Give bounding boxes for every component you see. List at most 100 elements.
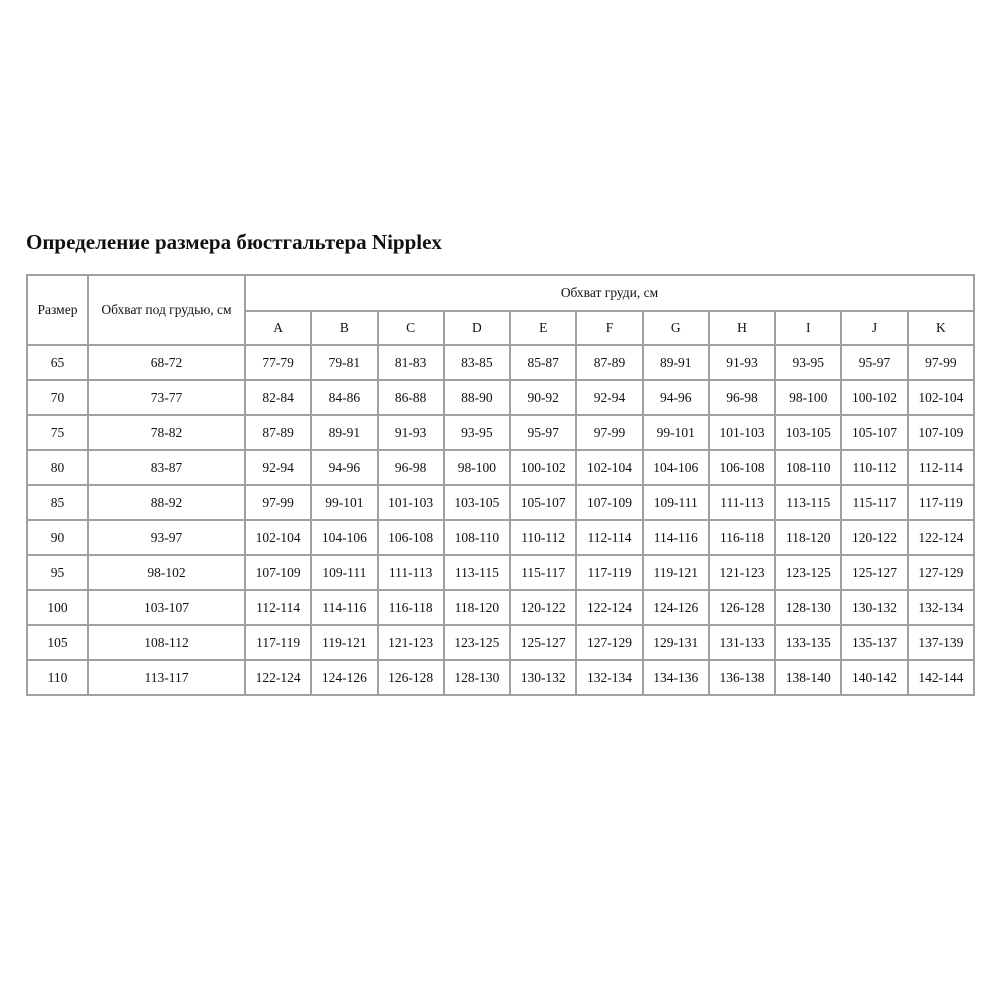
bust-cell: 94-96	[641, 379, 710, 416]
bust-cell: 98-100	[442, 449, 512, 486]
bust-cell: 100-102	[509, 449, 578, 486]
header-cup: E	[509, 310, 578, 346]
bust-cell: 77-79	[243, 344, 313, 381]
bust-cell: 101-103	[376, 484, 445, 521]
bust-cell: 105-107	[509, 484, 578, 521]
bust-cell: 83-85	[442, 344, 512, 381]
bust-cell: 124-126	[641, 589, 710, 626]
underbust-cell: 78-82	[87, 414, 246, 451]
bust-cell: 121-123	[376, 624, 445, 661]
bust-cell: 110-112	[509, 519, 578, 556]
bust-cell: 101-103	[707, 414, 777, 451]
header-cup: D	[442, 310, 512, 346]
bust-cell: 138-140	[774, 659, 843, 696]
bust-cell: 142-144	[906, 659, 976, 696]
underbust-cell: 68-72	[87, 344, 246, 381]
bust-cell: 135-137	[840, 624, 909, 661]
bust-cell: 117-119	[906, 484, 976, 521]
bust-cell: 113-115	[774, 484, 843, 521]
table-row: 70 73-77 82-84 84-86 86-88 88-90 90-92 92-94 94-…	[26, 379, 976, 416]
underbust-cell: 88-92	[87, 484, 246, 521]
bust-cell: 89-91	[641, 344, 710, 381]
bust-cell: 130-132	[840, 589, 909, 626]
bust-cell: 128-130	[442, 659, 512, 696]
bust-cell: 133-135	[774, 624, 843, 661]
header-cup: I	[774, 310, 843, 346]
bust-cell: 134-136	[641, 659, 710, 696]
bust-cell: 86-88	[376, 379, 445, 416]
bust-cell: 94-96	[310, 449, 379, 486]
bust-cell: 98-100	[774, 379, 843, 416]
bust-cell: 84-86	[310, 379, 379, 416]
table-row: 110 113-117 122-124 124-126 126-128 128-130 13…	[26, 659, 976, 696]
bust-cell: 110-112	[840, 449, 909, 486]
bust-cell: 116-118	[707, 519, 777, 556]
header-bust: Обхват груди, см	[244, 274, 975, 312]
bust-cell: 88-90	[442, 379, 512, 416]
size-cell: 90	[26, 519, 89, 556]
bust-cell: 105-107	[840, 414, 909, 451]
bust-cell: 126-128	[376, 659, 445, 696]
header-cup: K	[906, 310, 976, 346]
bust-cell: 115-117	[840, 484, 909, 521]
bust-cell: 97-99	[243, 484, 313, 521]
size-cell: 65	[26, 344, 89, 381]
bust-cell: 107-109	[906, 414, 976, 451]
bust-cell: 123-125	[442, 624, 512, 661]
bust-cell: 123-125	[774, 554, 843, 591]
bust-cell: 99-101	[310, 484, 379, 521]
size-cell: 95	[26, 554, 89, 591]
bust-cell: 107-109	[243, 554, 313, 591]
bust-cell: 132-134	[575, 659, 644, 696]
bust-cell: 127-129	[575, 624, 644, 661]
bust-cell: 106-108	[707, 449, 777, 486]
bust-cell: 112-114	[906, 449, 976, 486]
bust-cell: 116-118	[376, 589, 445, 626]
bust-cell: 92-94	[243, 449, 313, 486]
bust-cell: 120-122	[509, 589, 578, 626]
bust-cell: 102-104	[906, 379, 976, 416]
size-cell: 70	[26, 379, 89, 416]
bust-cell: 95-97	[840, 344, 909, 381]
bust-cell: 136-138	[707, 659, 777, 696]
header-cup: F	[575, 310, 644, 346]
bust-cell: 103-105	[442, 484, 512, 521]
bust-cell: 125-127	[840, 554, 909, 591]
table-row: 75 78-82 87-89 89-91 91-93 93-95 95-97 97-99 99-…	[26, 414, 976, 451]
bust-cell: 114-116	[641, 519, 710, 556]
bust-cell: 112-114	[243, 589, 313, 626]
bust-cell: 97-99	[575, 414, 644, 451]
bust-cell: 117-119	[575, 554, 644, 591]
bust-cell: 125-127	[509, 624, 578, 661]
table-row: 90 93-97 102-104 104-106 106-108 108-110 110-1…	[26, 519, 976, 556]
bust-cell: 99-101	[641, 414, 710, 451]
underbust-cell: 103-107	[87, 589, 246, 626]
bust-cell: 108-110	[774, 449, 843, 486]
size-cell: 100	[26, 589, 89, 626]
bust-cell: 81-83	[376, 344, 445, 381]
bust-cell: 97-99	[906, 344, 976, 381]
table-body: 65 68-72 77-79 79-81 81-83 83-85 85-87 87-89 89-…	[26, 344, 976, 696]
bust-cell: 122-124	[906, 519, 976, 556]
bust-cell: 132-134	[906, 589, 976, 626]
bust-cell: 114-116	[310, 589, 379, 626]
bust-cell: 93-95	[774, 344, 843, 381]
bust-cell: 87-89	[243, 414, 313, 451]
bust-cell: 82-84	[243, 379, 313, 416]
bust-cell: 85-87	[509, 344, 578, 381]
bust-cell: 96-98	[707, 379, 777, 416]
bust-cell: 129-131	[641, 624, 710, 661]
bust-cell: 130-132	[509, 659, 578, 696]
bust-cell: 140-142	[840, 659, 909, 696]
table-row: 95 98-102 107-109 109-111 111-113 113-115 115-…	[26, 554, 976, 591]
bust-cell: 121-123	[707, 554, 777, 591]
bust-cell: 117-119	[243, 624, 313, 661]
table-row: 105 108-112 117-119 119-121 121-123 123-125 12…	[26, 624, 976, 661]
size-cell: 75	[26, 414, 89, 451]
bust-cell: 93-95	[442, 414, 512, 451]
table-row: 100 103-107 112-114 114-116 116-118 118-120 12…	[26, 589, 976, 626]
header-cup: A	[243, 310, 313, 346]
bust-cell: 95-97	[509, 414, 578, 451]
bust-cell: 127-129	[906, 554, 976, 591]
